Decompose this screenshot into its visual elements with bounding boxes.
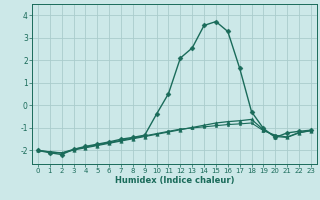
X-axis label: Humidex (Indice chaleur): Humidex (Indice chaleur) <box>115 176 234 185</box>
